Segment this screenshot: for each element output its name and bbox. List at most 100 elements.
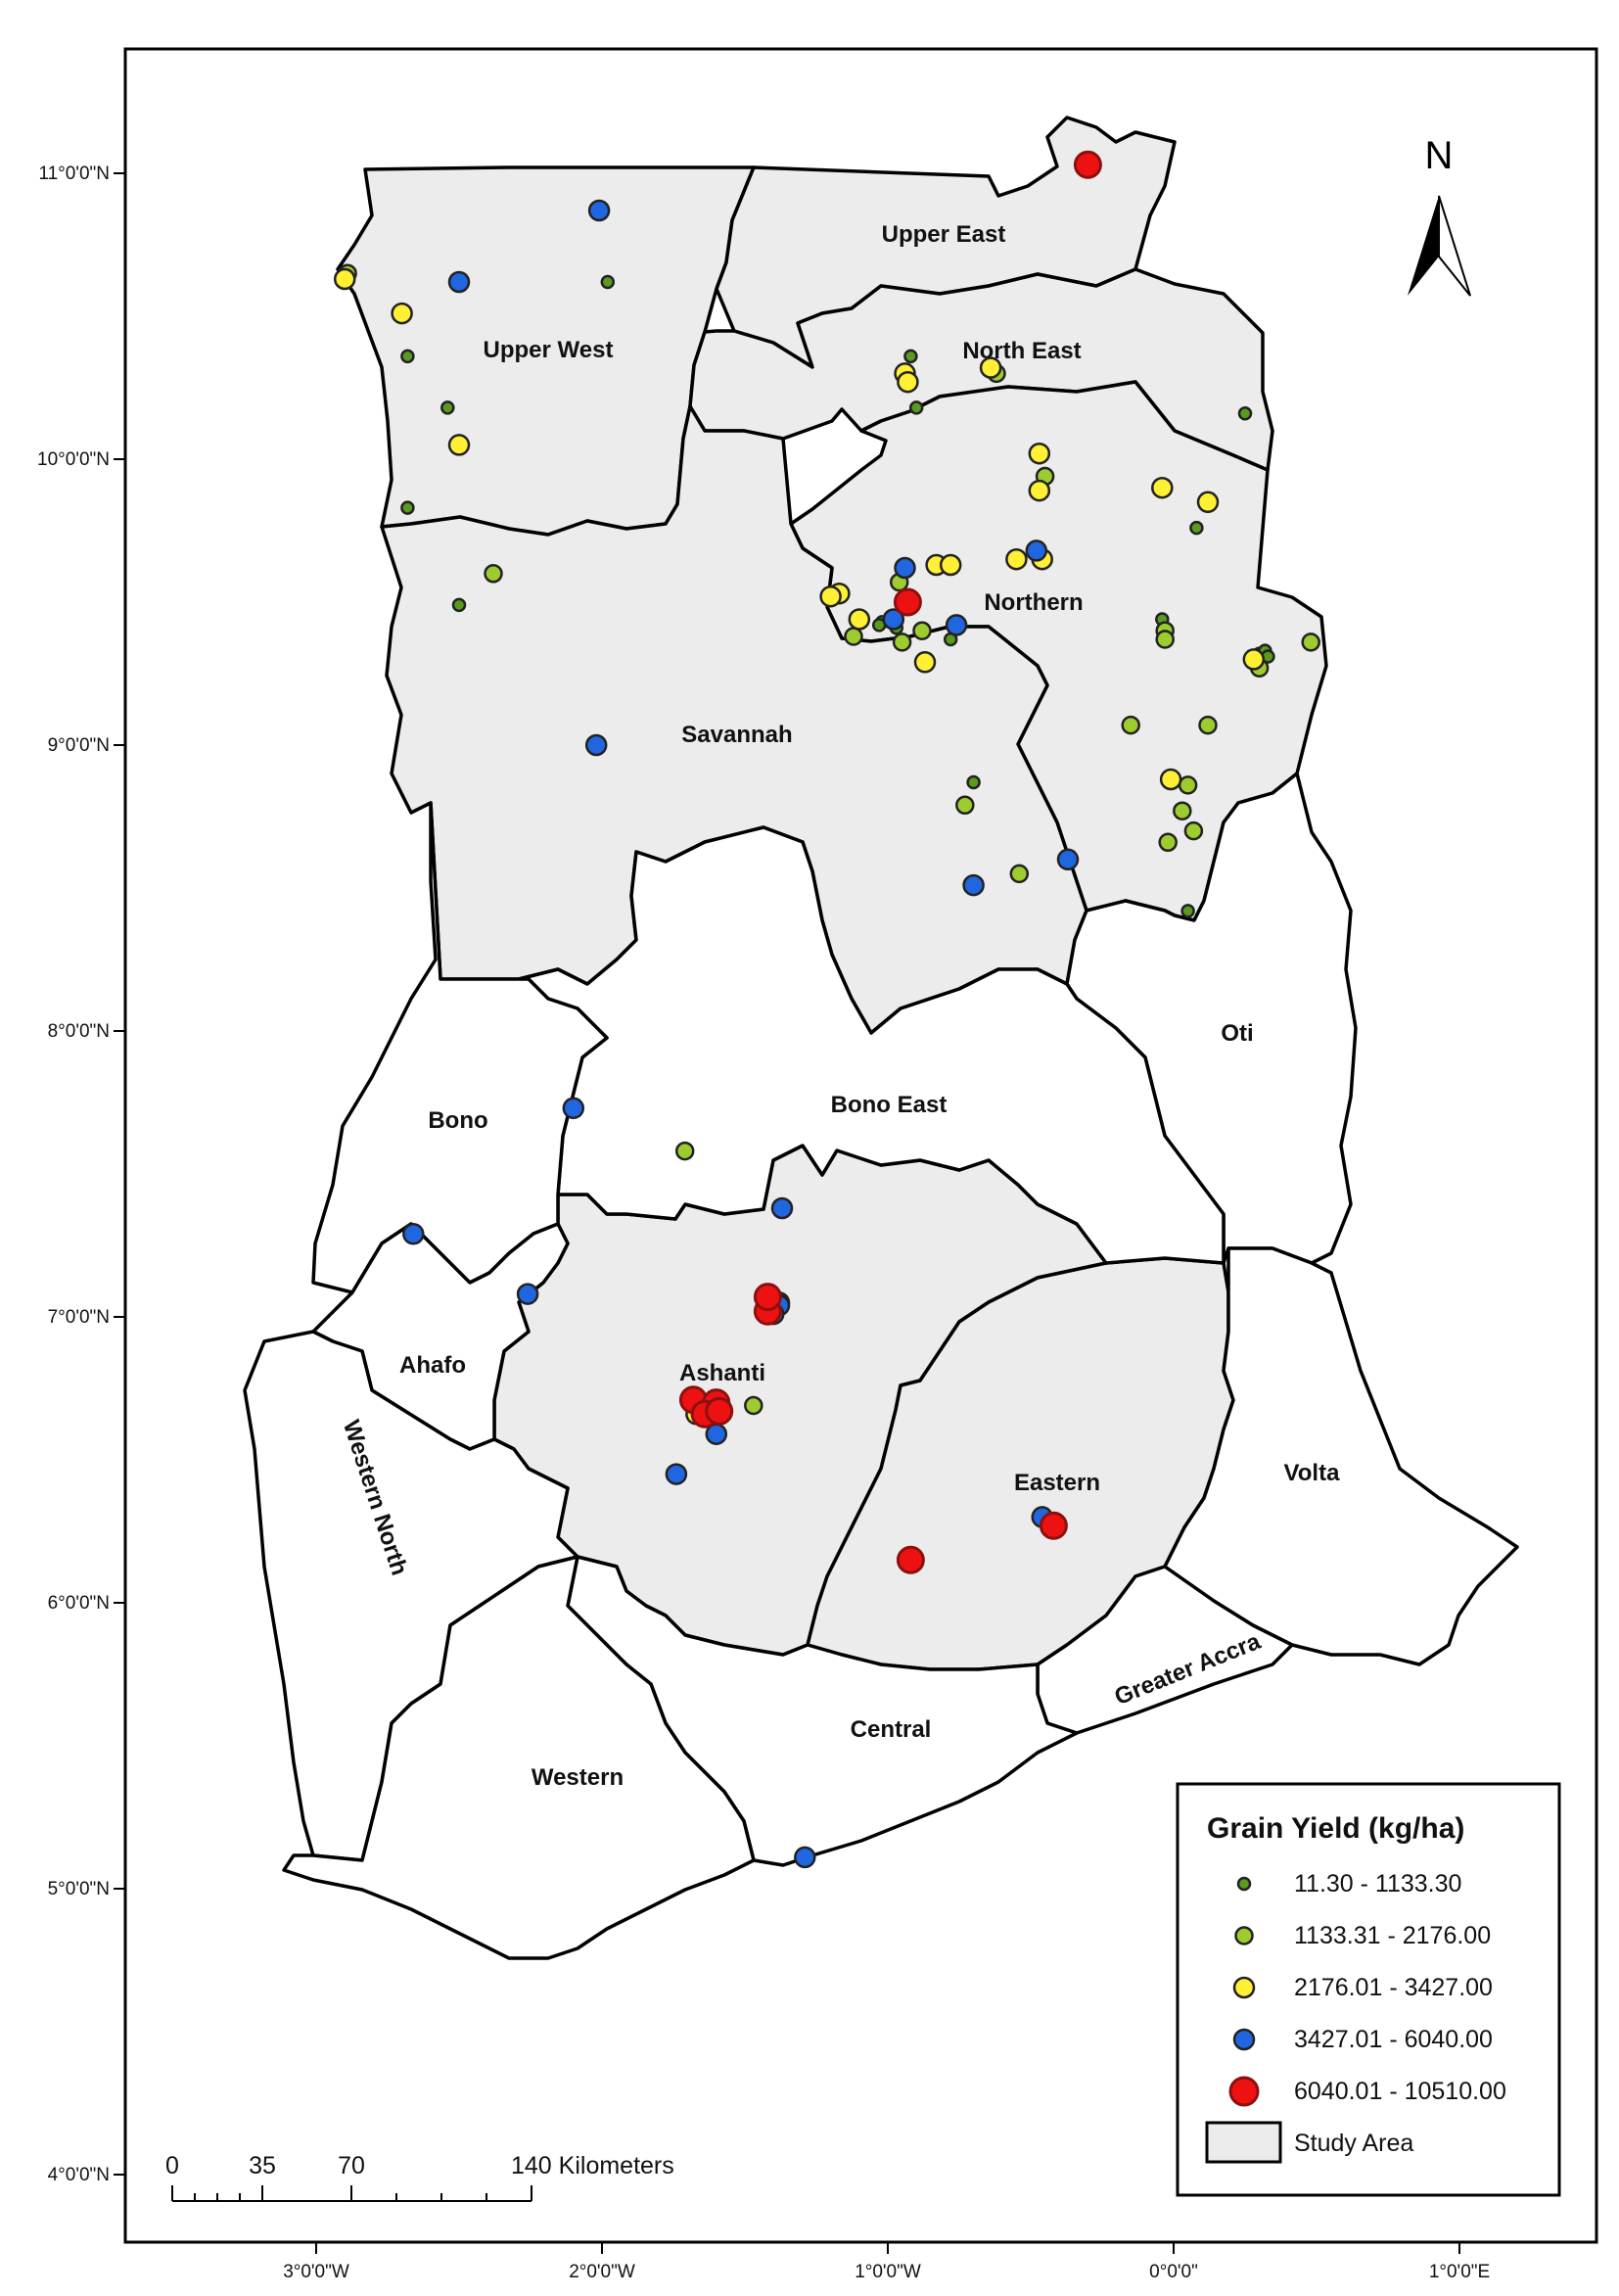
label-western: Western [532,1764,624,1791]
legend-study-area-swatch [1205,2121,1282,2164]
north-arrow-left-icon [1408,196,1439,296]
sample-point-class-3 [1005,547,1028,571]
sample-point-class-4 [962,873,985,897]
label-ahafo: Ahafo [399,1352,466,1379]
sample-point-class-1 [1237,406,1253,421]
legend-class-2-label: 1133.31 - 2176.00 [1294,1922,1491,1949]
sample-point-class-5 [753,1283,782,1312]
north-arrow: N [1408,134,1471,297]
legend-title: Grain Yield (kg/ha) [1207,1812,1464,1845]
scale-label-0: 0 [165,2152,179,2179]
sample-point-class-4 [882,608,905,631]
sample-point-class-1 [908,400,924,415]
sample-point-class-3 [1159,768,1182,791]
region-western [282,1555,756,1960]
label-eastern: Eastern [1014,1470,1100,1496]
sample-point-class-2 [844,627,863,646]
sample-point-class-3 [848,608,871,631]
legend-class-3-symbol [1232,1976,1256,1999]
label-bono-east: Bono East [831,1092,948,1118]
lon-label-1w: 1°0'0"W [855,2262,921,2282]
lon-label-0: 0°0'0" [1149,2262,1198,2282]
lat-label-11n: 11°0'0"N [38,164,110,184]
label-central: Central [851,1716,932,1743]
legend-class-5-label: 6040.01 - 10510.00 [1294,2078,1506,2105]
lat-label-9n: 9°0'0"N [48,735,110,756]
sample-point-class-2 [955,795,975,816]
lat-label-4n: 4°0'0"N [48,2165,110,2185]
legend-class-1-symbol [1236,1876,1252,1892]
sample-point-class-4 [516,1283,539,1305]
lon-label-3w: 3°0'0"W [283,2262,349,2282]
legend: Grain Yield (kg/ha) 11.30 - 1133.30 1133… [1176,1782,1561,2197]
lon-label-2w: 2°0'0"W [569,2262,635,2282]
sample-point-class-1 [400,349,415,364]
lat-label-6n: 6°0'0"N [48,1593,110,1614]
label-oti: Oti [1221,1020,1253,1047]
sample-point-class-3 [819,585,842,608]
sample-point-class-2 [1198,715,1218,735]
lon-label-1e: 1°0'0"E [1429,2262,1490,2282]
scale-label-140-kilometers: 140 Kilometers [511,2152,674,2179]
sample-point-class-2 [892,633,912,652]
legend-class-4-label: 3427.01 - 6040.00 [1294,2026,1493,2053]
sample-point-class-5 [893,587,922,617]
sample-point-class-5 [1073,150,1102,179]
label-volta: Volta [1284,1460,1341,1486]
label-ashanti: Ashanti [679,1360,765,1386]
sample-point-class-2 [1158,832,1178,853]
sample-point-class-3 [1028,442,1051,465]
sample-point-class-2 [1121,715,1140,735]
scale-bar: 0 35 70 140 Kilometers [165,2152,674,2202]
sample-point-class-5 [1039,1511,1068,1540]
lat-label-10n: 10°0'0"N [37,449,110,470]
sample-point-class-4 [945,614,968,636]
legend-class-5-symbol [1228,2076,1260,2107]
sample-point-class-1 [440,400,455,415]
sample-point-class-4 [584,733,608,757]
sample-point-class-2 [674,1141,695,1161]
sample-point-class-4 [447,270,471,294]
sample-point-class-4 [794,1846,816,1869]
sample-point-class-1 [1189,520,1204,536]
region-polygons [243,116,1519,1960]
sample-point-class-3 [913,651,937,674]
north-arrow-right-icon [1438,195,1471,297]
sample-point-class-3 [939,553,962,577]
label-north-east: North East [962,338,1081,364]
sample-point-class-4 [770,1196,794,1220]
sample-point-class-4 [1025,539,1048,562]
sample-point-class-2 [912,621,932,640]
longitude-ticks [315,2242,1460,2254]
legend-class-1-label: 11.30 - 1133.30 [1294,1870,1461,1898]
sample-point-class-2 [1301,633,1320,652]
sample-point-class-4 [1056,848,1080,871]
scale-label-35: 35 [249,2152,276,2179]
label-bono: Bono [428,1107,487,1134]
label-upper-west: Upper West [484,337,614,363]
sample-point-class-3 [333,267,356,291]
sample-point-class-2 [1173,801,1192,820]
sample-point-class-2 [1009,864,1030,884]
sample-point-class-1 [400,500,415,515]
sample-point-class-1 [1180,904,1195,918]
sample-points [333,150,1320,1869]
sample-point-class-4 [402,1223,425,1245]
sample-point-class-2 [1183,820,1204,841]
sample-point-class-4 [587,199,611,222]
lat-label-5n: 5°0'0"N [48,1879,110,1899]
north-arrow-label: N [1425,134,1454,177]
map-frame [123,47,1598,2244]
sample-point-class-2 [744,1395,763,1416]
sample-point-class-3 [1242,648,1266,671]
sample-point-class-4 [894,556,916,580]
legend-class-3-label: 2176.01 - 3427.00 [1294,1974,1493,2001]
latitude-ticks [114,172,125,2176]
sample-point-class-2 [1178,775,1198,795]
sample-point-class-3 [1028,479,1051,502]
sample-point-class-1 [966,774,981,790]
legend-class-4-symbol [1232,2028,1256,2051]
sample-point-class-2 [484,564,503,584]
legend-symbols [1228,1876,1260,2107]
